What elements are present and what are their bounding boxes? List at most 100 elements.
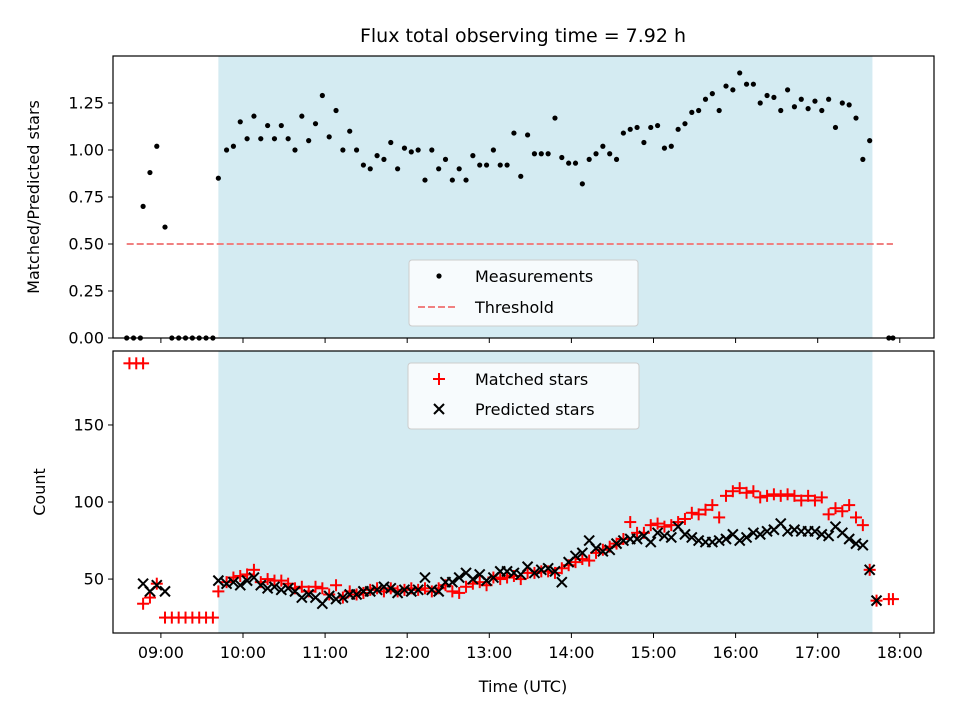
matched-point <box>822 508 835 521</box>
measurement-point <box>244 136 250 142</box>
measurement-point <box>826 96 832 102</box>
measurement-point <box>490 147 496 153</box>
predicted-point <box>467 573 479 585</box>
matched-point <box>137 597 150 610</box>
matched-point <box>886 593 899 606</box>
predicted-point <box>385 582 397 595</box>
measurement-point <box>716 107 722 114</box>
measurement-point <box>853 115 859 121</box>
measurement-point <box>347 128 353 134</box>
matched-point <box>713 511 726 524</box>
measurement-point <box>682 121 688 127</box>
bottom-legend: Matched stars Predicted stars <box>407 362 640 430</box>
measurement-point <box>771 94 777 100</box>
measurement-point <box>525 132 531 138</box>
predicted-point <box>241 574 253 587</box>
measurement-point <box>620 130 626 136</box>
matched-point <box>706 499 719 512</box>
measurement-point <box>285 136 291 142</box>
x-tick-label: 13:00 <box>466 643 512 662</box>
measurement-point <box>271 136 278 142</box>
matched-point <box>309 580 322 593</box>
matched-point <box>726 485 739 498</box>
measurement-point <box>477 162 483 168</box>
measurement-point <box>483 162 490 168</box>
matched-point <box>767 488 780 501</box>
matched-point <box>678 512 691 525</box>
predicted-point <box>412 584 424 596</box>
measurement-point <box>251 113 257 119</box>
measurement-point <box>654 122 661 129</box>
measurement-point <box>367 166 373 172</box>
measurement-point <box>442 156 449 162</box>
predicted-point <box>870 594 883 607</box>
predicted-point <box>296 591 308 604</box>
measurement-point <box>531 151 538 157</box>
measurement-point <box>147 169 153 176</box>
measurement-point <box>463 177 469 183</box>
matched-point <box>569 556 582 569</box>
predicted-point <box>822 530 835 542</box>
measurement-point <box>798 96 804 102</box>
matched-point <box>795 494 808 507</box>
predicted-point <box>446 576 459 588</box>
measurement-point <box>819 107 825 114</box>
predicted-point <box>337 591 349 604</box>
predicted-point <box>645 536 657 548</box>
measurement-point <box>607 151 613 157</box>
measurement-point <box>388 139 394 146</box>
measurement-point <box>258 136 264 142</box>
measurement-point <box>299 113 305 119</box>
matched-point <box>234 569 247 582</box>
matched-point <box>330 579 343 592</box>
measurement-point <box>730 87 736 93</box>
matched-point <box>644 519 657 532</box>
matched-point <box>624 516 637 529</box>
legend-measurements-label: Measurements <box>475 267 593 286</box>
matched-point <box>808 494 821 507</box>
predicted-point <box>151 579 163 591</box>
measurement-point <box>415 147 421 153</box>
predicted-point <box>569 550 582 562</box>
predicted-point <box>857 539 869 551</box>
predicted-point <box>528 567 541 579</box>
measurement-point <box>381 156 387 162</box>
measurement-point <box>436 166 442 172</box>
legend-matched-marker <box>433 373 445 385</box>
predicted-point <box>371 584 383 596</box>
matched-point <box>781 488 794 501</box>
matched-point <box>617 533 630 545</box>
measurement-point <box>429 147 435 153</box>
top-chart-title: Flux total observing time = 7.92 h <box>360 25 686 47</box>
matched-point <box>275 574 288 587</box>
y-tick-label: 0.75 <box>68 188 104 207</box>
y-tick-label: 1.00 <box>68 141 104 160</box>
matched-point <box>323 588 336 601</box>
predicted-point <box>740 531 753 544</box>
legend-matched-label: Matched stars <box>475 370 588 389</box>
measurement-point <box>456 166 462 172</box>
predicted-point <box>453 571 465 584</box>
matched-point <box>425 585 438 598</box>
x-tick-label: 09:00 <box>138 643 184 662</box>
measurement-point <box>641 139 647 146</box>
matched-point <box>220 576 233 589</box>
top-x-axis <box>160 338 901 343</box>
bottom-panel-frame <box>112 350 935 634</box>
measurement-point <box>306 138 312 144</box>
measurement-point <box>422 177 428 183</box>
measurement-point <box>860 156 866 162</box>
measurement-point <box>319 92 325 99</box>
y-tick-label: 50 <box>84 570 104 589</box>
measurement-point <box>518 173 524 179</box>
matched-point <box>761 489 774 502</box>
predicted-point <box>234 579 246 591</box>
measurement-point <box>805 106 811 112</box>
measurement-point <box>333 107 339 114</box>
matched-point <box>261 573 274 586</box>
matched-point <box>137 357 150 370</box>
measurement-point <box>449 177 455 183</box>
measurement-point <box>566 160 572 166</box>
matched-point <box>850 511 863 524</box>
matched-point <box>685 506 698 519</box>
